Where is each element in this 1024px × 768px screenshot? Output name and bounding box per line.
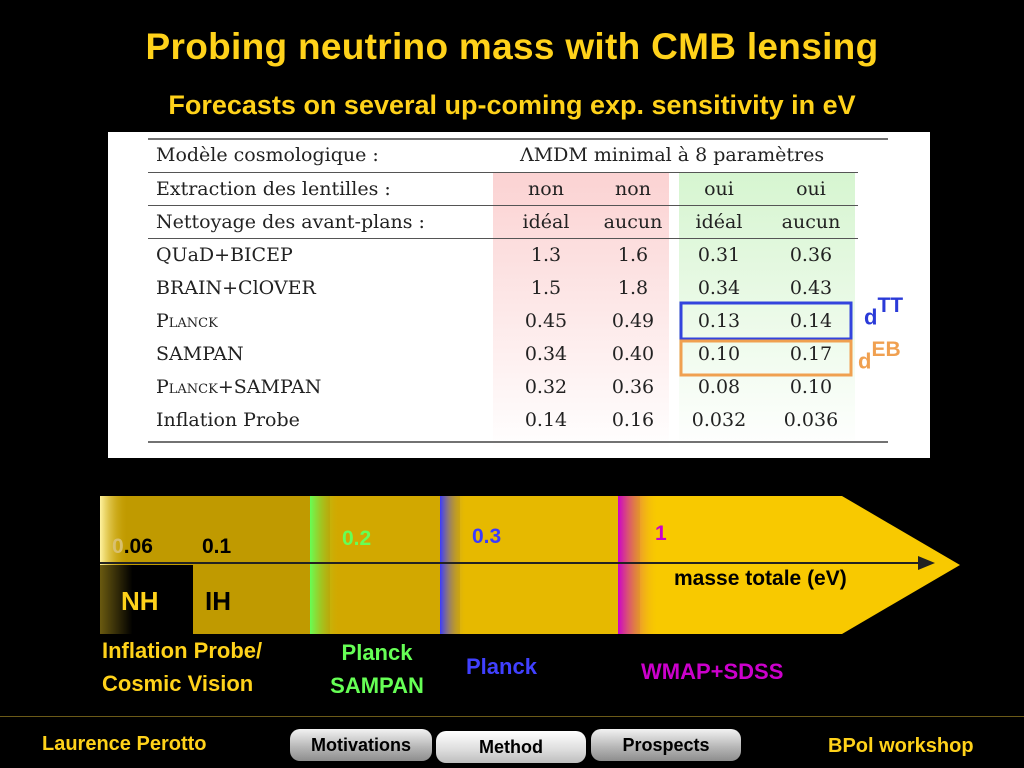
experiment-name: Inflation Probe — [156, 408, 300, 431]
experiment-name: QUaD+BICEP — [156, 243, 293, 266]
cleaning-value: aucun — [592, 205, 674, 239]
table-row: Inflation Probe 0.14 0.16 0.032 0.036 — [148, 403, 858, 436]
tick-0-2: 0.2 — [342, 527, 372, 550]
table-cell: 0.036 — [783, 408, 839, 431]
forecast-table: Modèle cosmologique : ΛMDM minimal à 8 p… — [148, 139, 858, 436]
table-row: Planck 0.45 0.49 0.13 0.14 — [148, 304, 858, 337]
planck-label: Planck — [466, 654, 537, 679]
experiment-name: BRAIN+ClOVER — [156, 276, 316, 299]
model-value: ΛMDM minimal à 8 paramètres — [500, 139, 858, 173]
experiment-name: SAMPAN — [156, 342, 244, 365]
inflation-probe-label: Inflation Probe/ Cosmic Vision — [102, 638, 263, 696]
eb-estimator-label: dEB — [858, 338, 901, 374]
experiment-name: Planck+SAMPAN — [156, 375, 322, 398]
table-cell: 0.45 — [524, 309, 568, 332]
extraction-value: oui — [764, 172, 858, 206]
normal-hierarchy-label: NH — [121, 586, 159, 616]
model-label: Modèle cosmologique : — [148, 139, 500, 173]
table-cell: 0.08 — [697, 375, 741, 398]
table-cell: 0.032 — [691, 408, 747, 431]
footer-divider — [0, 716, 1024, 717]
table-cell: 0.36 — [789, 243, 833, 266]
planck-sampan-label: Planck SAMPAN — [330, 640, 424, 698]
table-cell: 0.10 — [697, 342, 741, 365]
table-cell: 0.36 — [611, 375, 655, 398]
table-row: QUaD+BICEP 1.3 1.6 0.31 0.36 — [148, 238, 858, 271]
table-cell: 0.10 — [789, 375, 833, 398]
mass-axis-arrowhead — [918, 556, 935, 570]
tick-1: 1 — [655, 522, 667, 545]
table-cell: 0.40 — [611, 342, 655, 365]
table-row: Modèle cosmologique : ΛMDM minimal à 8 p… — [148, 139, 858, 173]
wmap-sdss-label: WMAP+SDSS — [641, 659, 784, 684]
table-cell: 0.49 — [611, 309, 655, 332]
table-cell: 1.3 — [530, 243, 562, 266]
tick-0-1: 0.1 — [202, 535, 232, 558]
table-cell: 1.8 — [617, 276, 649, 299]
nh-region — [100, 565, 193, 634]
cleaning-value: idéal — [674, 205, 764, 239]
inverted-hierarchy-label: IH — [205, 586, 231, 616]
table-cell: 1.5 — [530, 276, 562, 299]
extraction-value: non — [500, 172, 592, 206]
table-cell: 0.14 — [524, 408, 568, 431]
eb-estimator-box — [679, 339, 853, 377]
mass-axis-label: masse totale (eV) — [674, 567, 847, 590]
table-cell: 0.16 — [611, 408, 655, 431]
tt-estimator-label: dTT — [864, 294, 904, 330]
experiment-name: Planck — [156, 309, 218, 332]
cleaning-label: Nettoyage des avant-plans : — [148, 205, 500, 239]
cleaning-value: idéal — [500, 205, 592, 239]
nav-method-button[interactable]: Method — [436, 731, 586, 763]
nav-prospects-button[interactable]: Prospects — [591, 729, 741, 761]
table-row: SAMPAN 0.34 0.40 0.10 0.17 — [148, 337, 858, 370]
wmap-sdss-band — [618, 496, 658, 634]
table-cell: 0.31 — [697, 243, 741, 266]
table-cell: 0.14 — [789, 309, 833, 332]
table-cell: 0.32 — [524, 375, 568, 398]
cleaning-value: aucun — [764, 205, 858, 239]
tick-0-06-lead: 0 — [112, 535, 124, 558]
planck-band — [440, 496, 466, 634]
table-cell: 0.34 — [524, 342, 568, 365]
slide-subtitle: Forecasts on several up-coming exp. sens… — [168, 90, 856, 120]
table-cell: 0.43 — [789, 276, 833, 299]
footer-workshop: BPol workshop — [828, 735, 974, 757]
footer-author: Laurence Perotto — [42, 733, 207, 755]
table-cell: 1.6 — [617, 243, 649, 266]
table-row: Extraction des lentilles : non non oui o… — [148, 172, 858, 206]
tt-estimator-box — [679, 301, 853, 341]
table-row: BRAIN+ClOVER 1.5 1.8 0.34 0.43 — [148, 271, 858, 304]
table-cell: 0.13 — [697, 309, 741, 332]
forecast-table-panel: Modèle cosmologique : ΛMDM minimal à 8 p… — [108, 132, 930, 458]
table-cell: 0.17 — [789, 342, 833, 365]
nav-motivations-button[interactable]: Motivations — [290, 729, 432, 761]
tick-0-06: 0.06 — [112, 535, 153, 558]
extraction-value: oui — [674, 172, 764, 206]
extraction-value: non — [592, 172, 674, 206]
extraction-label: Extraction des lentilles : — [148, 172, 500, 206]
slide-title: Probing neutrino mass with CMB lensing — [145, 26, 879, 67]
table-row: Planck+SAMPAN 0.32 0.36 0.08 0.10 — [148, 370, 858, 403]
tick-0-3: 0.3 — [472, 525, 502, 548]
table-cell: 0.34 — [697, 276, 741, 299]
table-row: Nettoyage des avant-plans : idéal aucun … — [148, 205, 858, 239]
mass-scale — [100, 496, 960, 634]
planck-sampan-band — [310, 496, 340, 634]
